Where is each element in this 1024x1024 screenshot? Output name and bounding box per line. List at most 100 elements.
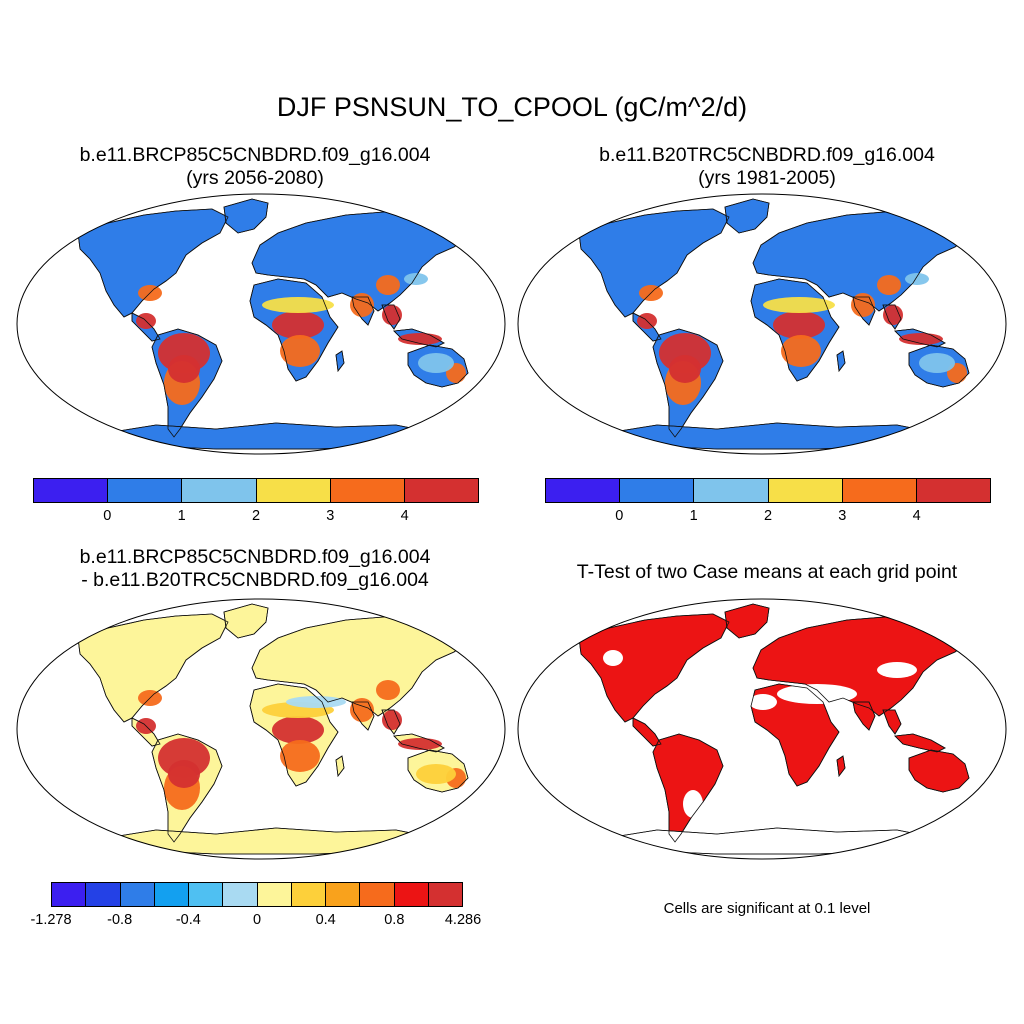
significance-note: Cells are significant at 0.1 level [663, 900, 871, 917]
colorbar-historical-swatch [620, 479, 695, 502]
coastline [351, 701, 375, 731]
colorbar-difference-tick: 0 [252, 912, 262, 928]
value-region [416, 764, 456, 784]
colorbar-difference-swatch [428, 883, 462, 906]
coastline [632, 717, 662, 747]
coastline [151, 733, 223, 843]
coastline [724, 198, 770, 234]
coastline [223, 603, 269, 639]
map-frame [517, 193, 1007, 455]
colorbar-difference-swatch [189, 883, 224, 906]
coastline [882, 304, 902, 330]
colorbar-historical-swatch [768, 479, 843, 502]
non-significant-region [877, 662, 917, 678]
value-region [168, 760, 200, 788]
coastline [249, 683, 339, 787]
colorbar-difference-tick: 4.286 [444, 912, 482, 928]
coastline [251, 615, 469, 717]
colorbar-difference-swatch [223, 883, 258, 906]
land-greenland [724, 603, 770, 639]
colorbar-difference-swatch [52, 883, 87, 906]
panel-difference-title: b.e11.BRCP85C5CNBDRD.f09_g16.004 - b.e11… [79, 546, 431, 591]
coastline [750, 683, 840, 787]
value-region [404, 273, 428, 285]
value-region [883, 305, 903, 325]
land-centralAmerica [632, 717, 662, 747]
value-region [272, 311, 324, 339]
value-region [418, 353, 454, 373]
value-region [382, 305, 402, 325]
coastline [836, 350, 846, 373]
coastline [131, 312, 161, 342]
colorbar-historical-swatch [842, 479, 917, 502]
non-significant-region [603, 650, 623, 666]
value-region [280, 335, 320, 367]
coastline [249, 278, 339, 382]
colorbar-future-tick: 2 [251, 508, 261, 524]
colorbar-future [33, 478, 479, 503]
map-land [77, 603, 469, 855]
value-region [877, 275, 901, 295]
coastline [335, 350, 345, 373]
coastline [77, 613, 229, 723]
coastline [393, 328, 445, 348]
non-significant-region [683, 790, 703, 818]
coastline [894, 733, 946, 753]
coastline [852, 701, 876, 731]
map-frame [16, 598, 506, 860]
colorbar-historical-swatch [546, 479, 621, 502]
colorbar-historical-tick: 0 [615, 508, 624, 524]
figure-title: DJF PSNSUN_TO_CPOOL (gC/m^2/d) [276, 92, 748, 122]
coastline [151, 328, 223, 438]
non-significant-region [749, 694, 777, 710]
coastline [223, 198, 269, 234]
map-frame [16, 193, 506, 455]
coastline [882, 709, 902, 735]
colorbar-future-swatch [34, 479, 109, 502]
value-region [669, 355, 701, 383]
map-panel-difference [16, 598, 506, 860]
colorbar-difference-swatch [86, 883, 121, 906]
colorbar-future-swatch [256, 479, 331, 502]
value-region [763, 297, 835, 313]
colorbar-historical-tick: 3 [838, 508, 847, 524]
coastline [652, 328, 724, 438]
map-panel-ttest [517, 598, 1007, 860]
colorbar-difference-tick: -0.4 [175, 912, 201, 928]
coastline [894, 328, 946, 348]
coastline [908, 344, 970, 388]
colorbar-difference-swatch [360, 883, 395, 906]
value-region [376, 275, 400, 295]
coastline [578, 208, 730, 318]
value-region [905, 273, 929, 285]
coastline [908, 749, 970, 793]
value-region [919, 353, 955, 373]
coastline [752, 615, 970, 717]
panel-historical-title: b.e11.B20TRC5CNBDRD.f09_g16.004 (yrs 198… [599, 144, 935, 189]
land-northAmerica [77, 613, 229, 723]
colorbar-future-tick: 3 [326, 508, 335, 524]
colorbar-future-tick: 4 [400, 508, 409, 524]
map-land [77, 198, 469, 450]
value-region [272, 716, 324, 744]
land-northAmerica [578, 613, 730, 723]
land-greenland [724, 198, 770, 234]
value-region [773, 311, 825, 339]
coastline [836, 755, 846, 778]
colorbar-future-tick: 0 [103, 508, 112, 524]
colorbar-future-tick: 1 [177, 508, 186, 524]
colorbar-difference-swatch [120, 883, 155, 906]
colorbar-future-swatch [404, 479, 479, 502]
coastline [578, 613, 730, 723]
panel-ttest-title: T-Test of two Case means at each grid po… [576, 561, 958, 583]
coastline [750, 278, 840, 382]
value-region [280, 740, 320, 772]
coastline [251, 210, 469, 312]
map-frame [517, 598, 1007, 860]
value-region [168, 355, 200, 383]
panel-future-title: b.e11.BRCP85C5CNBDRD.f09_g16.004 (yrs 20… [79, 144, 431, 189]
land-greenland [223, 198, 269, 234]
colorbar-historical-tick: 1 [689, 508, 698, 524]
colorbar-difference-tick: -0.8 [107, 912, 133, 928]
